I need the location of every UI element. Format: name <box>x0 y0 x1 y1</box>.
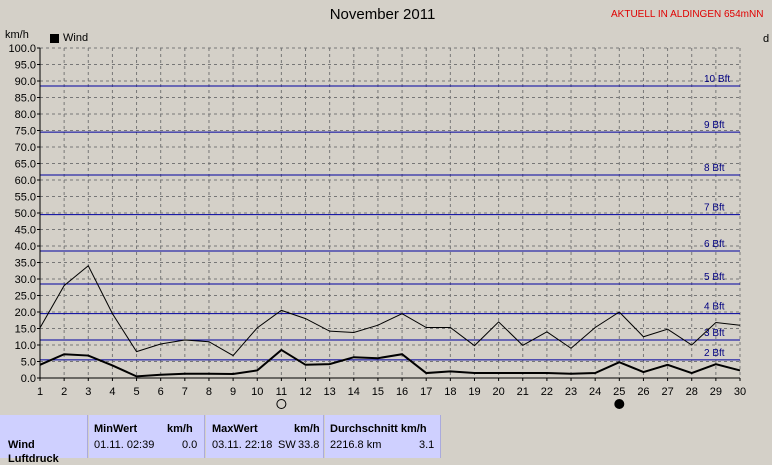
avg-distance: 2216.8 km <box>330 439 382 451</box>
y-tick-label: 45.0 <box>15 225 36 237</box>
x-tick-label: 29 <box>710 386 722 398</box>
min-header: MinWert <box>94 423 138 435</box>
x-tick-label: 11 <box>276 386 287 398</box>
beaufort-label: 4 Bft <box>704 302 725 313</box>
x-tick-label: 12 <box>299 386 311 398</box>
series-line-gust <box>39 265 741 357</box>
series-line-mean <box>39 348 741 378</box>
x-tick-label: 1 <box>37 386 43 398</box>
beaufort-label: 8 Bft <box>704 163 725 174</box>
x-tick-label: 24 <box>589 386 601 398</box>
x-tick-label: 16 <box>396 386 408 398</box>
stats-row-label: Wind <box>8 439 35 451</box>
y-tick-label: 5.0 <box>21 357 36 369</box>
new-moon-icon <box>614 399 625 409</box>
x-tick-label: 10 <box>251 386 263 398</box>
x-tick-label: 5 <box>133 386 139 398</box>
legend-label: Wind <box>63 32 89 44</box>
x-tick-label: 20 <box>492 386 504 398</box>
x-tick-label: 15 <box>372 386 384 398</box>
y-tick-label: 90.0 <box>15 76 36 88</box>
beaufort-label: 5 Bft <box>704 272 725 283</box>
y-tick-label: 65.0 <box>15 159 36 171</box>
x-tick-label: 7 <box>182 386 188 398</box>
y-tick-label: 80.0 <box>15 109 36 121</box>
beaufort-label: 7 Bft <box>704 203 725 214</box>
stats-label-cell: Wind Luftdruck <box>0 415 88 465</box>
horizontal-grid <box>40 47 740 362</box>
x-tick-label: 30 <box>734 386 746 398</box>
min-date: 01.11. 02:39 <box>94 439 155 451</box>
x-tick-label: 8 <box>206 386 212 398</box>
y-tick-label: 35.0 <box>15 258 36 270</box>
x-tick-label: 26 <box>637 386 649 398</box>
x-tick-label: 19 <box>468 386 480 398</box>
full-moon-icon <box>276 399 287 409</box>
y-tick-label: 0.0 <box>21 373 36 385</box>
beaufort-label: 3 Bft <box>704 328 725 339</box>
station-label: AKTUELL IN ALDINGEN 654mNN <box>611 9 764 20</box>
beaufort-lines: 2 Bft 3 Bft 4 Bft 5 Bft 6 Bft 7 Bft 8 Bft 9 Bft… <box>40 74 740 361</box>
y-tick-label: 50.0 <box>15 208 36 220</box>
stats-empty-cell <box>442 415 772 458</box>
y-tick-label: 40.0 <box>15 241 36 253</box>
avg-value: 3.1 <box>419 439 435 451</box>
beaufort-label: 6 Bft <box>704 239 725 250</box>
max-direction: SW <box>278 439 296 451</box>
x-tick-label: 25 <box>613 386 625 398</box>
x-tick-label: 21 <box>517 386 529 398</box>
x-tick-label: 14 <box>348 386 360 398</box>
y-axis-ticks: 0.0 5.0 10.0 15.0 20.0 25.0 30.0 35.0 40.0 45.0 50… <box>8 43 40 385</box>
x-tick-label: 6 <box>158 386 164 398</box>
stats-min-cell: MinWert km/h 01.11. 02:39 0.0 <box>89 415 205 458</box>
y-tick-label: 75.0 <box>15 126 36 138</box>
y-tick-label: 95.0 <box>15 60 36 72</box>
x-tick-label: 9 <box>230 386 236 398</box>
y-axis-unit: km/h <box>5 29 29 41</box>
beaufort-label: 10 Bft <box>704 74 730 85</box>
x-tick-label: 3 <box>85 386 91 398</box>
max-date: 03.11. 22:18 <box>212 439 273 451</box>
min-value: 0.0 <box>182 439 198 451</box>
y-tick-label: 10.0 <box>15 340 36 352</box>
max-unit: km/h <box>294 423 320 435</box>
y-tick-label: 55.0 <box>15 192 36 204</box>
x-tick-label: 4 <box>109 386 115 398</box>
beaufort-label: 9 Bft <box>704 120 725 131</box>
avg-header: Durchschnitt km/h <box>330 423 427 435</box>
max-value: 33.8 <box>298 439 320 451</box>
stats-max-cell: MaxWert km/h 03.11. 22:18 SW 33.8 <box>206 415 324 458</box>
min-unit: km/h <box>167 423 193 435</box>
vertical-grid <box>63 48 741 378</box>
x-tick-label: 13 <box>324 386 336 398</box>
y-tick-label: 60.0 <box>15 175 36 187</box>
x-tick-label: 2 <box>61 386 67 398</box>
y-tick-label: 30.0 <box>15 274 36 286</box>
statistics-panel: Wind Luftdruck MinWert km/h 01.11. 02:39… <box>0 414 772 465</box>
x-tick-label: 22 <box>541 386 553 398</box>
max-header: MaxWert <box>212 423 258 435</box>
x-tick-label: 17 <box>420 386 432 398</box>
wind-chart: 2 Bft 3 Bft 4 Bft 5 Bft 6 Bft 7 Bft 8 Bft 9 Bft… <box>8 43 747 409</box>
y-tick-label: 20.0 <box>15 307 36 319</box>
legend: Wind <box>50 32 88 44</box>
beaufort-label: 2 Bft <box>704 348 725 359</box>
y-tick-label: 100.0 <box>8 43 36 55</box>
x-tick-label: 27 <box>661 386 673 398</box>
next-panel-edge: d <box>763 33 770 45</box>
legend-swatch <box>50 33 59 43</box>
y-tick-label: 70.0 <box>15 142 36 154</box>
x-tick-label: 18 <box>444 386 456 398</box>
stats-avg-cell: Durchschnitt km/h 2216.8 km 3.1 <box>325 415 441 458</box>
series-lines <box>39 265 741 378</box>
y-tick-label: 85.0 <box>15 93 36 105</box>
x-tick-label: 23 <box>565 386 577 398</box>
moon-markers <box>276 399 625 409</box>
chart-title: November 2011 <box>329 6 436 23</box>
x-axis-ticks: 1 2 3 4 5 6 7 8 9 10 11 12 13 14 15 16 17 18 19 20 21 22 23 24 2… <box>37 378 746 398</box>
y-tick-label: 15.0 <box>15 324 36 336</box>
y-tick-label: 25.0 <box>15 291 36 303</box>
x-tick-label: 28 <box>686 386 698 398</box>
stats-row-label-2: Luftdruck <box>8 453 59 465</box>
